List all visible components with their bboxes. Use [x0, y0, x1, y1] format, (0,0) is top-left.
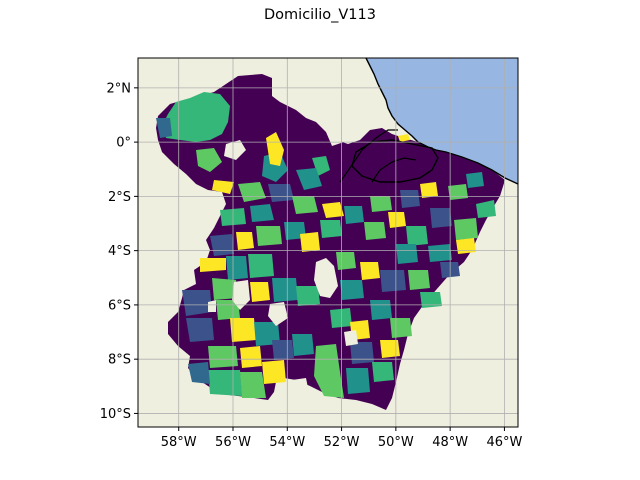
axes-frame [137, 57, 519, 428]
coastline [365, 58, 518, 185]
x-tick-label: 50°W [378, 435, 414, 450]
x-tick-label: 54°W [269, 435, 305, 450]
y-tick-label: 8°S [108, 353, 131, 368]
y-tick-label: 0° [116, 136, 131, 151]
x-tick-label: 48°W [432, 435, 468, 450]
y-tick-label: 2°N [107, 81, 132, 96]
x-tick-label: 58°W [161, 435, 197, 450]
y-tick-label: 10°S [100, 407, 131, 422]
x-tick-label: 46°W [486, 435, 522, 450]
x-tick-label: 52°W [324, 435, 360, 450]
ocean [366, 58, 518, 184]
y-tick-label: 4°S [108, 244, 131, 259]
x-tick-label: 56°W [215, 435, 251, 450]
y-tick-labels: 2°N 0° 2°S 4°S 6°S 8°S 10°S [100, 81, 138, 422]
marajo-coastline [351, 139, 439, 183]
y-tick-label: 2°S [108, 190, 131, 205]
y-tick-label: 6°S [108, 298, 131, 313]
gridlines [138, 58, 518, 427]
region-teal-nw [156, 118, 172, 138]
x-tick-labels: 58°W 56°W 54°W 52°W 50°W 48°W 46°W [161, 427, 523, 450]
map-title: Domicilio_V113 [264, 7, 376, 23]
region-gaps [208, 130, 358, 400]
choropleth-regions [156, 74, 505, 410]
